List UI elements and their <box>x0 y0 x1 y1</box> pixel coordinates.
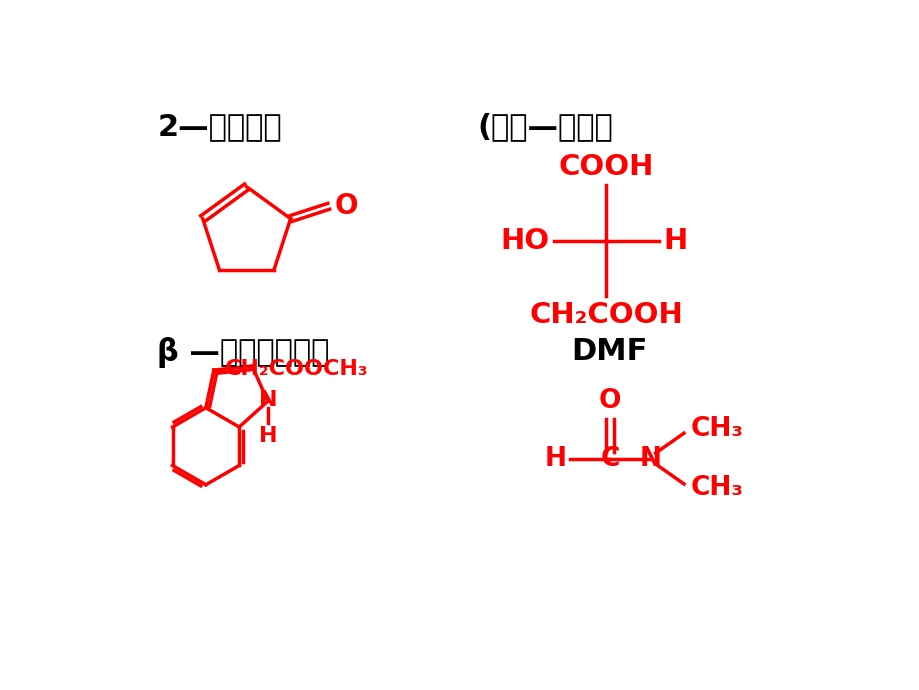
Text: N: N <box>639 446 661 471</box>
Text: COOH: COOH <box>558 152 653 181</box>
Text: H: H <box>258 426 277 446</box>
Text: HO: HO <box>500 226 549 255</box>
Text: H: H <box>663 226 686 255</box>
Text: O: O <box>335 193 357 220</box>
Text: C: C <box>600 446 619 471</box>
Text: N: N <box>258 390 277 410</box>
Text: CH₂COOH: CH₂COOH <box>528 301 683 328</box>
Text: CH₃: CH₃ <box>689 416 743 442</box>
Text: β —咐噸乙酸甲酩: β —咐噸乙酸甲酩 <box>157 337 329 368</box>
Text: H: H <box>544 446 565 471</box>
Text: 2—环戚烯酱: 2—环戚烯酱 <box>157 112 281 141</box>
Text: O: O <box>598 388 620 414</box>
Text: CH₃: CH₃ <box>689 475 743 501</box>
Text: CH₂COOCH₃: CH₂COOCH₃ <box>224 359 368 380</box>
Text: (Ｓ）—苹果酸: (Ｓ）—苹果酸 <box>477 112 613 141</box>
Text: DMF: DMF <box>571 337 647 366</box>
